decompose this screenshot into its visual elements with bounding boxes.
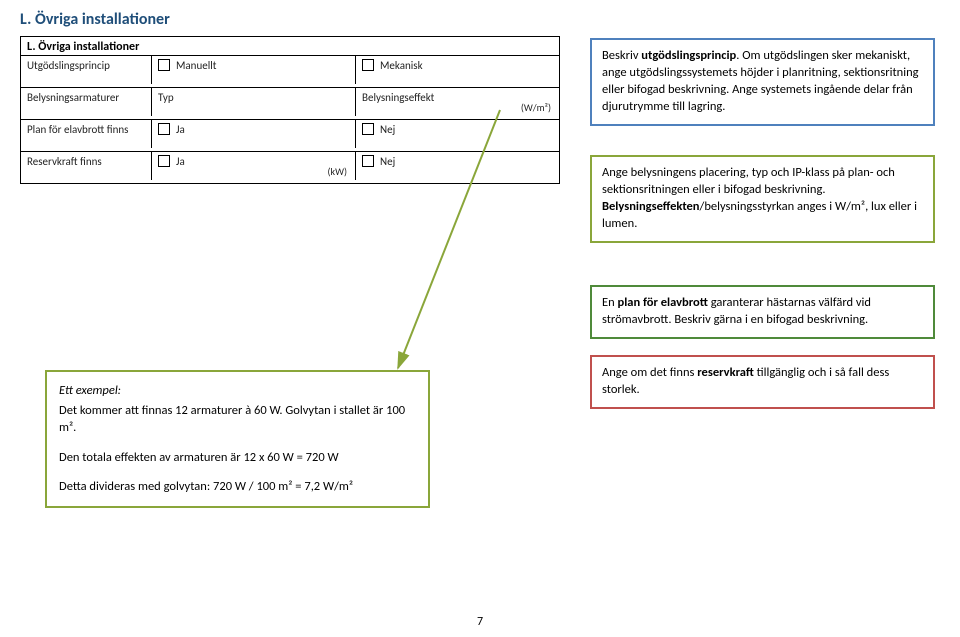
callout-text: Beskriv bbox=[602, 48, 641, 63]
form-row-utgodsling: Utgödslingsprincip Manuellt Mekanisk bbox=[21, 55, 559, 87]
callout-utgodsling: Beskriv utgödslingsprincip. Om utgödslin… bbox=[590, 38, 935, 126]
callout-bold: plan för elavbrott bbox=[618, 295, 708, 310]
example-line: Detta divideras med golvytan: 720 W / 10… bbox=[59, 478, 416, 496]
heading-prefix: L. bbox=[20, 10, 35, 29]
cell-label: Belysningseffekt bbox=[362, 91, 434, 104]
row-cell: Ja (kW) bbox=[151, 152, 355, 180]
callout-elavbrott: En plan för elavbrott garanterar hästarn… bbox=[590, 285, 935, 339]
row-cell: Nej bbox=[355, 152, 559, 180]
option-label: Nej bbox=[380, 155, 395, 168]
callout-bold: utgödslingsprincip bbox=[641, 48, 736, 63]
checkbox-icon[interactable] bbox=[362, 155, 374, 167]
row-label: Plan för elavbrott finns bbox=[21, 120, 151, 148]
cell-label: Typ bbox=[158, 91, 174, 104]
example-line: Det kommer att finnas 12 armaturer à 60 … bbox=[59, 402, 416, 437]
row-cell: Manuellt bbox=[151, 56, 355, 84]
callout-bold: Belysningseffekten bbox=[602, 199, 700, 214]
form-row-reservkraft: Reservkraft finns Ja (kW) Nej bbox=[21, 151, 559, 183]
row-cell: Belysningseffekt (W/m²) bbox=[355, 88, 559, 116]
row-cell: Typ bbox=[151, 88, 355, 116]
form-table: L. Övriga installationer Utgödslingsprin… bbox=[20, 36, 560, 184]
form-row-elavbrott: Plan för elavbrott finns Ja Nej bbox=[21, 119, 559, 151]
option-label: Nej bbox=[380, 123, 395, 136]
page-number: 7 bbox=[477, 615, 483, 629]
checkbox-icon[interactable] bbox=[158, 123, 170, 135]
option-label: Ja bbox=[176, 123, 185, 136]
row-label: Utgödslingsprincip bbox=[21, 56, 151, 84]
row-cell: Nej bbox=[355, 120, 559, 148]
checkbox-icon[interactable] bbox=[362, 123, 374, 135]
example-box: Ett exempel: Det kommer att finnas 12 ar… bbox=[45, 370, 430, 508]
callout-text: En bbox=[602, 295, 618, 310]
callout-bold: reservkraft bbox=[697, 365, 754, 380]
callout-text: Ange om det finns bbox=[602, 365, 697, 380]
form-title: L. Övriga installationer bbox=[21, 37, 559, 55]
option-label: Ja bbox=[176, 155, 185, 168]
option-label: Mekanisk bbox=[380, 59, 423, 72]
callout-text: Ange belysningens placering, typ och IP-… bbox=[602, 165, 895, 197]
section-heading: L. Övriga installationer bbox=[20, 10, 170, 29]
row-label: Reservkraft finns bbox=[21, 152, 151, 180]
checkbox-icon[interactable] bbox=[362, 59, 374, 71]
checkbox-icon[interactable] bbox=[158, 59, 170, 71]
heading-label: Övriga installationer bbox=[35, 10, 170, 29]
option-label: Manuellt bbox=[176, 59, 216, 72]
example-title: Ett exempel: bbox=[59, 382, 416, 400]
row-cell: Mekanisk bbox=[355, 56, 559, 84]
form-row-belysning: Belysningsarmaturer Typ Belysningseffekt… bbox=[21, 87, 559, 119]
checkbox-icon[interactable] bbox=[158, 155, 170, 167]
row-label: Belysningsarmaturer bbox=[21, 88, 151, 116]
example-line: Den totala effekten av armaturen är 12 x… bbox=[59, 449, 416, 467]
callout-belysning: Ange belysningens placering, typ och IP-… bbox=[590, 155, 935, 243]
callout-reservkraft: Ange om det finns reservkraft tillgängli… bbox=[590, 355, 935, 409]
unit-label: (kW) bbox=[327, 165, 347, 178]
row-cell: Ja bbox=[151, 120, 355, 148]
unit-label: (W/m²) bbox=[521, 101, 551, 114]
